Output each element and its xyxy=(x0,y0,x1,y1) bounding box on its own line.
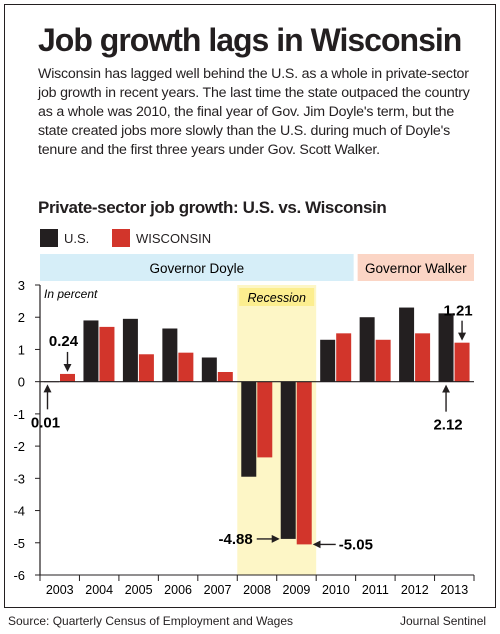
bar-wisconsin-2011 xyxy=(375,339,391,382)
bar-wisconsin-2007 xyxy=(217,372,233,382)
y-tick-label--2: -2 xyxy=(13,439,25,454)
bar-wisconsin-2010 xyxy=(336,333,352,382)
y-tick-label-2: 2 xyxy=(18,310,25,325)
bar-us-2009 xyxy=(280,381,296,539)
y-tick-label--1: -1 xyxy=(13,407,25,422)
x-tick-label-2009: 2009 xyxy=(283,583,311,597)
legend-label-wisconsin: WISCONSIN xyxy=(136,230,212,246)
y-tick-label-0: 0 xyxy=(18,375,25,390)
bar-us-2004 xyxy=(83,320,99,382)
y-tick-label--4: -4 xyxy=(13,504,25,519)
bar-wisconsin-2013 xyxy=(454,342,470,382)
credit-note: Journal Sentinel xyxy=(400,614,487,628)
legend-item-us: U.S. xyxy=(40,229,89,247)
period-band-2 xyxy=(357,254,474,281)
bar-us-2007 xyxy=(201,357,217,382)
x-tick-label-2011: 2011 xyxy=(362,583,389,597)
period-band-1 xyxy=(40,254,354,281)
value-label-2009-wisconsin: -5.05 xyxy=(339,536,373,553)
period-label-1: Governor Doyle xyxy=(150,261,245,276)
x-tick-label-2008: 2008 xyxy=(243,583,271,597)
y-tick-label--3: -3 xyxy=(13,471,25,486)
chart-title: Private-sector job growth: U.S. vs. Wisc… xyxy=(38,198,387,217)
bar-wisconsin-2009 xyxy=(296,381,312,545)
value-label-2009-us: -4.88 xyxy=(219,531,253,548)
x-tick-label-2005: 2005 xyxy=(125,583,153,597)
bar-wisconsin-2003 xyxy=(60,373,75,382)
bar-us-2006 xyxy=(162,328,178,382)
x-tick-label-2012: 2012 xyxy=(401,583,429,597)
period-label-2: Governor Walker xyxy=(365,261,467,276)
bar-wisconsin-2008 xyxy=(257,381,273,458)
page-title: Job growth lags in Wisconsin xyxy=(38,22,462,58)
value-label-2003-wisconsin: 0.24 xyxy=(49,333,79,350)
bar-wisconsin-2012 xyxy=(415,333,431,382)
legend-swatch-wisconsin xyxy=(112,229,130,247)
value-label-2003-us: 0.01 xyxy=(31,414,60,431)
legend-label-us: U.S. xyxy=(64,230,90,246)
bar-us-2008 xyxy=(241,381,257,477)
value-label-2013-wisconsin: 1.21 xyxy=(443,303,472,320)
bar-wisconsin-2006 xyxy=(178,352,194,382)
bar-us-2005 xyxy=(122,318,138,382)
recession-label: Recession xyxy=(248,291,306,305)
y-tick-label--5: -5 xyxy=(13,536,25,551)
x-tick-label-2013: 2013 xyxy=(440,583,468,597)
x-tick-label-2006: 2006 xyxy=(164,583,192,597)
recession-label-bg xyxy=(239,288,315,306)
x-tick-label-2003: 2003 xyxy=(46,583,74,597)
intro-paragraph: Wisconsin has lagged well behind the U.S… xyxy=(38,66,470,158)
x-tick-label-2007: 2007 xyxy=(204,583,232,597)
x-tick-label-2004: 2004 xyxy=(85,583,113,597)
source-note: Source: Quarterly Census of Employment a… xyxy=(8,614,294,628)
y-tick-label-1: 1 xyxy=(18,342,25,357)
value-label-2013-us: 2.12 xyxy=(433,417,462,434)
legend-item-wisconsin: WISCONSIN xyxy=(112,229,211,247)
bar-us-2011 xyxy=(359,317,375,382)
bar-us-2010 xyxy=(320,339,336,382)
y-tick-label--6: -6 xyxy=(13,568,25,583)
unit-note: In percent xyxy=(44,287,98,301)
bar-us-2012 xyxy=(399,307,415,382)
bar-wisconsin-2005 xyxy=(138,354,154,382)
bar-wisconsin-2004 xyxy=(99,326,115,382)
y-tick-label-3: 3 xyxy=(18,278,25,293)
bar-us-2013 xyxy=(438,313,454,382)
legend-swatch-us xyxy=(40,229,58,247)
x-tick-label-2010: 2010 xyxy=(322,583,350,597)
